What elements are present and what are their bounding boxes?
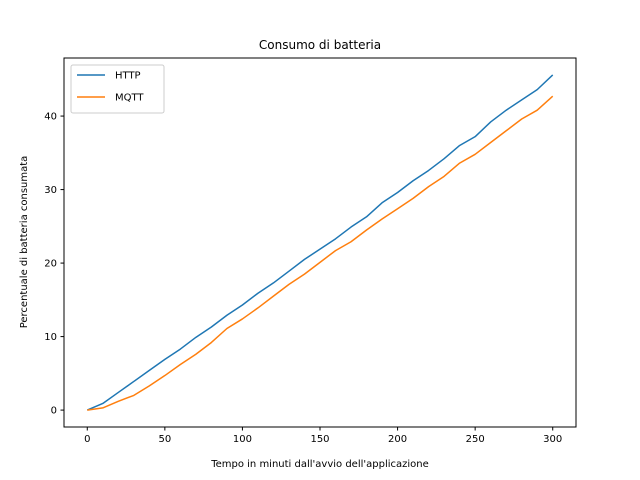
series-line-mqtt <box>87 95 554 411</box>
x-tick-label: 100 <box>233 434 252 445</box>
legend: HTTP MQTT <box>70 64 165 114</box>
x-axis-label: Tempo in minuti dall'avvio dell'applicaz… <box>210 459 429 470</box>
y-axis-label: Percentuale di batteria consumata <box>19 156 30 329</box>
series-line-http <box>86 74 554 411</box>
y-tick-label: 0 <box>51 406 57 417</box>
chart-title: Consumo di batteria <box>259 38 381 52</box>
legend-box <box>70 64 165 114</box>
x-tick-label: 250 <box>466 434 485 445</box>
y-tick-label: 20 <box>44 259 57 270</box>
y-tick-label: 10 <box>44 332 57 343</box>
x-axis: 0 50 100 150 200 250 300 <box>84 427 562 445</box>
y-tick-label: 40 <box>44 112 57 123</box>
legend-label-mqtt: MQTT <box>115 93 144 104</box>
y-axis: 0 10 20 30 40 <box>44 112 64 417</box>
series-layer <box>86 74 554 411</box>
y-tick-label: 30 <box>44 185 57 196</box>
x-tick-label: 150 <box>310 434 329 445</box>
legend-label-http: HTTP <box>115 71 141 82</box>
x-tick-label: 200 <box>388 434 407 445</box>
x-tick-label: 0 <box>84 434 90 445</box>
x-tick-label: 50 <box>158 434 171 445</box>
x-tick-label: 300 <box>543 434 562 445</box>
